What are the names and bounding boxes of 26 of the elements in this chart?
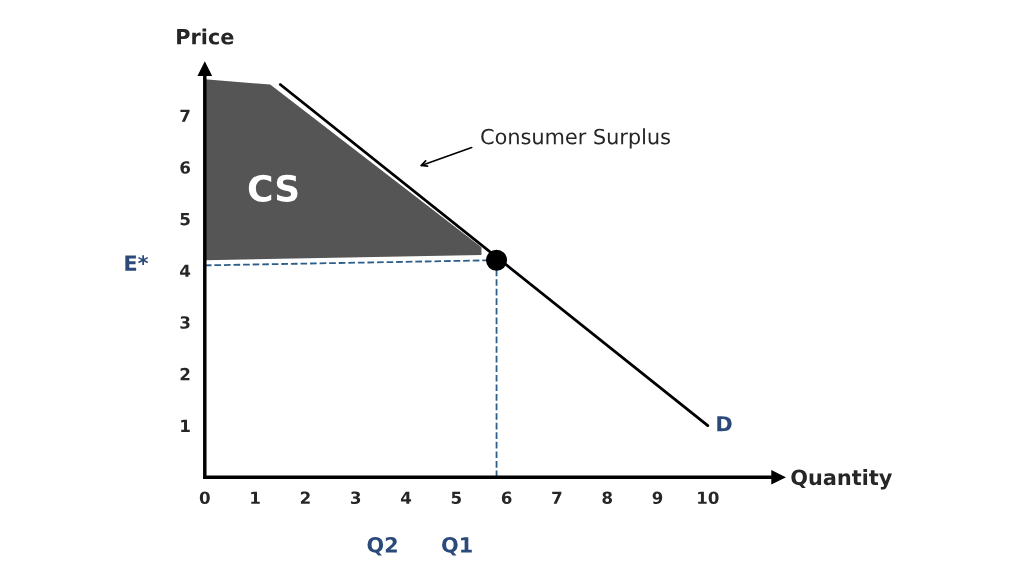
y-tick-label: 2: [180, 367, 190, 381]
x-tick-label: 2: [300, 491, 310, 504]
y-tick-label: 6: [180, 161, 191, 174]
x-tick-label: 6: [501, 491, 512, 505]
x-tick-label: 4: [400, 491, 412, 504]
y-tick-label: 1: [181, 419, 190, 432]
x-tick-label: 7: [552, 491, 562, 504]
y-tick-label: 4: [180, 264, 191, 277]
x-tick-label: 1: [251, 491, 260, 504]
y-tick-label: 3: [180, 316, 190, 329]
text: E*: [125, 255, 149, 271]
x-tick-label: 0: [199, 491, 210, 505]
x-axis-title: Quantity: [791, 469, 892, 490]
text: Q2: [367, 536, 397, 556]
annotation: Consumer Surplus: [481, 128, 670, 149]
y-tick-label: 7: [180, 109, 190, 122]
series-label: D: [717, 416, 732, 432]
y-tick-label: 5: [180, 213, 190, 226]
annotation: CS: [248, 174, 298, 202]
text: Q1: [442, 536, 472, 556]
x-tick-label: 3: [351, 491, 361, 505]
x-tick-label: 8: [602, 491, 612, 505]
x-tick-label: 5: [451, 491, 461, 505]
x-tick-label: 10: [698, 491, 719, 505]
y-axis-title: Price: [177, 28, 234, 45]
x-tick-label: 9: [652, 491, 663, 505]
